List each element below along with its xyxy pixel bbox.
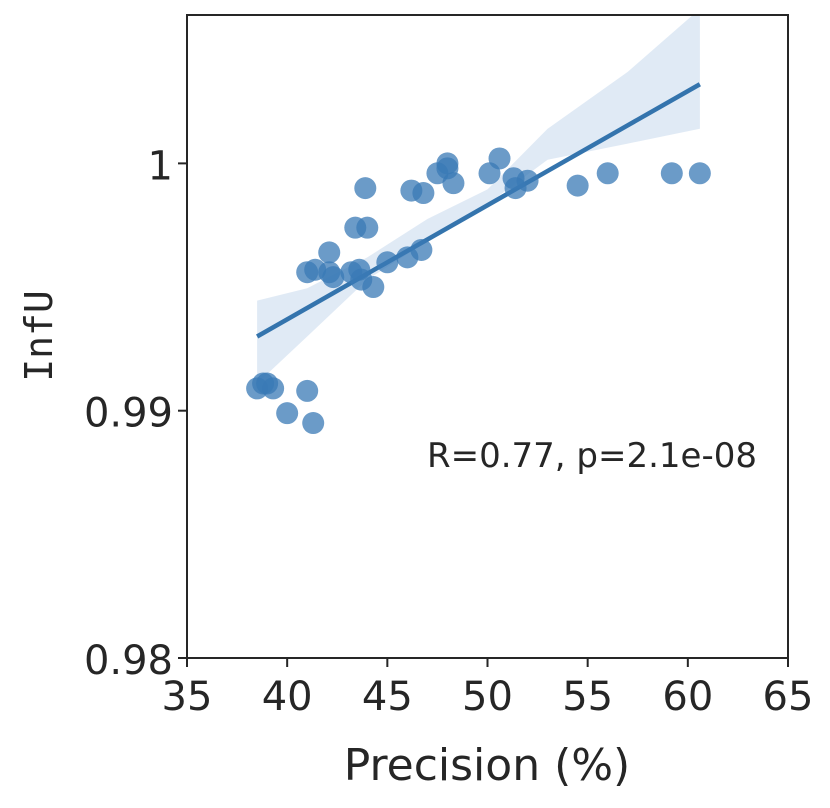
x-tick-label: 40 [262, 674, 313, 720]
data-point [362, 276, 385, 299]
correlation-annotation: R=0.77, p=2.1e-08 [427, 436, 757, 476]
y-tick-label: 1 [148, 143, 173, 189]
data-point [354, 177, 377, 200]
data-point [296, 379, 319, 402]
data-point [318, 241, 341, 264]
x-tick-label: 35 [162, 674, 213, 720]
data-point [276, 402, 299, 425]
data-point [516, 169, 539, 192]
y-tick-label: 0.98 [84, 638, 173, 684]
x-axis-label: Precision (%) [344, 740, 630, 791]
x-tick-label: 65 [763, 674, 814, 720]
data-point [322, 266, 345, 289]
data-point [488, 147, 511, 170]
x-tick-label: 60 [662, 674, 713, 720]
data-point [356, 216, 379, 239]
data-point [688, 162, 711, 185]
confidence-band [257, 15, 700, 384]
data-point [596, 162, 619, 185]
regression-line [256, 82, 701, 339]
y-axis-label: InfU [17, 290, 61, 382]
data-point [442, 172, 465, 195]
data-point [376, 251, 399, 274]
data-point [412, 182, 435, 205]
data-point [410, 238, 433, 261]
x-tick-label: 50 [462, 674, 513, 720]
data-point [262, 377, 285, 400]
data-point [302, 412, 325, 435]
data-point [660, 162, 683, 185]
y-tick-label: 0.99 [84, 391, 173, 437]
data-point [566, 174, 589, 197]
data-point [436, 152, 459, 175]
x-tick-label: 55 [562, 674, 613, 720]
x-tick-label: 45 [362, 674, 413, 720]
